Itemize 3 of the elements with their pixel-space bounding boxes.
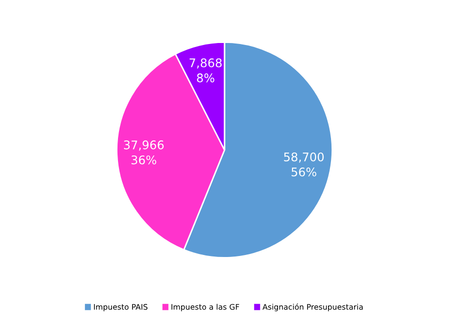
data-label: 58,700 56% — [284, 152, 324, 176]
data-label: 37,966 36% — [124, 140, 164, 164]
data-label: 7,868 8% — [190, 58, 222, 82]
